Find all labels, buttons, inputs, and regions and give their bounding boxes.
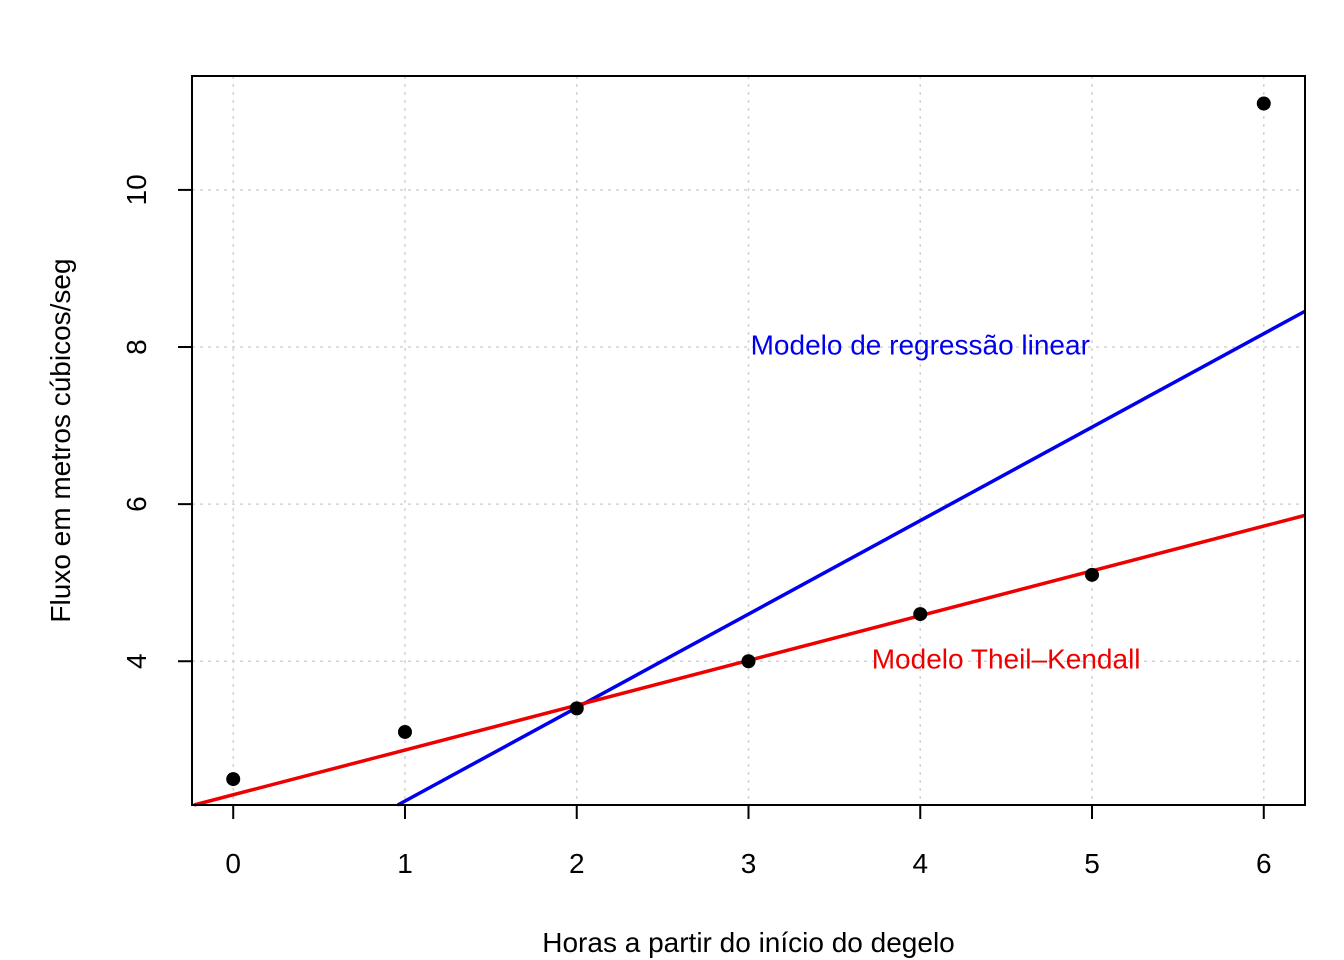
y-tick-label: 8 bbox=[121, 339, 152, 355]
data-point bbox=[1085, 567, 1100, 582]
annotations: Modelo de regressão linear Modelo Theil–K… bbox=[751, 329, 1141, 674]
plot-border bbox=[191, 75, 1306, 806]
x-tick-label: 5 bbox=[1084, 848, 1100, 879]
y-tick-label: 10 bbox=[121, 174, 152, 205]
data-point bbox=[569, 701, 584, 716]
data-point bbox=[741, 654, 756, 669]
linear-regression-label: Modelo de regressão linear bbox=[751, 329, 1090, 360]
data-point bbox=[913, 607, 928, 622]
x-tick-label: 3 bbox=[741, 848, 757, 879]
data-point bbox=[397, 724, 412, 739]
grid-lines bbox=[192, 76, 1305, 805]
y-tick-label: 4 bbox=[121, 653, 152, 669]
x-axis-label: Horas a partir do início do degelo bbox=[542, 927, 954, 958]
data-point bbox=[226, 772, 241, 787]
linear-regression-line bbox=[396, 309, 1306, 807]
theil-kendall-label: Modelo Theil–Kendall bbox=[872, 644, 1141, 675]
fit-lines bbox=[193, 309, 1306, 807]
x-tick-label: 0 bbox=[225, 848, 241, 879]
x-tick-label: 1 bbox=[397, 848, 413, 879]
data-points bbox=[226, 96, 1271, 787]
y-axis-label: Fluxo em metros cúbicos/seg bbox=[45, 258, 76, 622]
x-tick-label: 6 bbox=[1256, 848, 1272, 879]
y-tick-label: 6 bbox=[121, 496, 152, 512]
y-axis: 4 6 8 10 bbox=[121, 174, 192, 669]
data-point bbox=[1256, 96, 1271, 111]
x-tick-label: 2 bbox=[569, 848, 585, 879]
x-tick-label: 4 bbox=[912, 848, 928, 879]
x-axis: 0 1 2 3 4 5 6 bbox=[225, 805, 1272, 879]
